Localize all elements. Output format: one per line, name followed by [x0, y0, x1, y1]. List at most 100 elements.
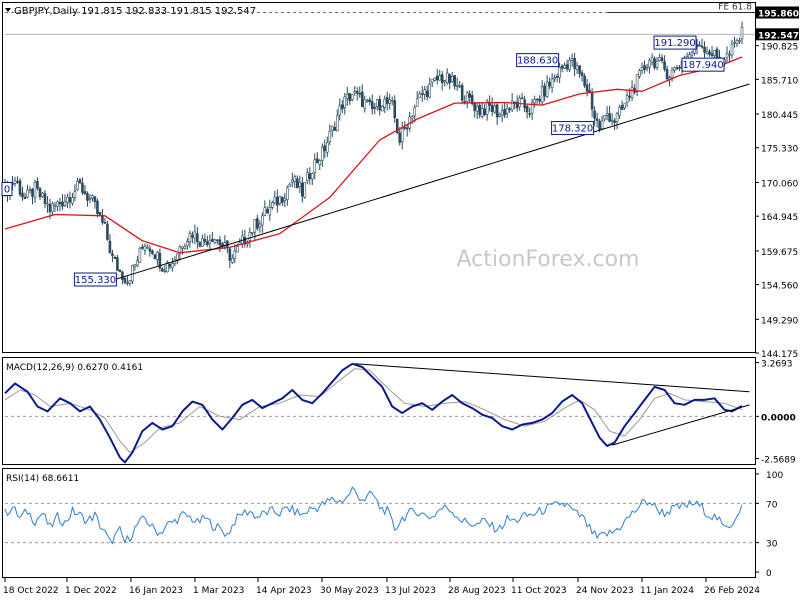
macd-trendline: [611, 404, 750, 446]
candle-body: [553, 77, 556, 80]
candle-body: [126, 282, 129, 284]
candle-body: [520, 97, 524, 100]
candle-body: [635, 74, 639, 93]
candle-body: [703, 46, 706, 53]
candle-body: [21, 192, 24, 198]
candle-body: [156, 252, 159, 260]
candle-body: [111, 253, 114, 257]
candle-body: [373, 107, 377, 109]
candle-body: [443, 80, 447, 83]
candle-body: [291, 179, 294, 183]
candle-body: [418, 93, 422, 98]
candle-body: [603, 115, 606, 120]
candle-body: [283, 198, 287, 201]
price-label-text: 178.320: [552, 124, 593, 135]
candle-body: [268, 207, 272, 216]
x-tick-label: 14 Apr 2023: [256, 586, 312, 596]
candle-body: [575, 65, 579, 70]
candle-body: [543, 85, 546, 97]
candle-body: [410, 116, 414, 119]
macd-y-tick-label: -2.5689: [761, 456, 796, 466]
rsi-y-tick-label: 30: [766, 540, 778, 550]
candle-body: [535, 98, 539, 101]
sma-line: [4, 56, 743, 254]
candle-body: [658, 57, 661, 61]
candle-body: [138, 247, 142, 263]
dropdown-triangle-icon[interactable]: [5, 8, 11, 12]
rsi-panel-frame: [2, 468, 756, 578]
price-y-tick-label: 154.560: [761, 282, 798, 292]
price-trendline: [114, 83, 750, 280]
candle-body: [580, 72, 584, 77]
candle-body: [618, 106, 621, 116]
candle-body: [330, 125, 334, 131]
candle-body: [653, 58, 656, 69]
candle-body: [300, 182, 304, 197]
candle-body: [256, 218, 259, 229]
candle-body: [493, 105, 496, 113]
rsi-panel: RSI(14) 68.6611 100 70 30 0: [4, 471, 783, 579]
candle-body: [96, 200, 99, 214]
candle-body: [498, 113, 501, 117]
candle-body: [281, 196, 284, 203]
candle-body: [198, 241, 202, 247]
candle-body: [128, 280, 132, 284]
price-y-tick-label: 159.675: [761, 248, 798, 258]
candle-body: [375, 99, 379, 107]
candle-body: [475, 106, 479, 112]
candle-body: [378, 99, 382, 111]
candle-body: [708, 51, 711, 55]
candle-body: [470, 95, 474, 104]
candle-body: [485, 100, 489, 115]
candle-body: [161, 268, 164, 272]
candle-body: [383, 98, 387, 108]
price-y-tick-label: 185.710: [761, 76, 798, 86]
candle-body: [675, 67, 679, 70]
x-tick-label: 1 Dec 2022: [65, 586, 117, 596]
candle-body: [153, 254, 157, 260]
candle-body: [73, 191, 77, 198]
candle-body: [91, 195, 94, 199]
candle-body: [728, 53, 731, 56]
candle-body: [320, 146, 324, 161]
candle-body: [16, 181, 19, 183]
candle-body: [630, 87, 634, 99]
candle-body: [583, 75, 586, 86]
candle-body: [236, 246, 239, 253]
candle-body: [28, 189, 32, 192]
candle-body: [495, 104, 499, 118]
macd-line: [4, 362, 743, 464]
candle-body: [435, 75, 439, 81]
candle-body: [188, 233, 192, 243]
candle-body: [296, 178, 299, 188]
price-panel: FE 61.8 155.330 188.630 178.320 191.290 187.9…: [1, 2, 799, 360]
candle-body: [103, 221, 107, 224]
x-tick-label: 11 Jan 2024: [640, 586, 694, 596]
candle-body: [678, 66, 681, 69]
candle-body: [590, 92, 594, 110]
candle-body: [433, 77, 437, 81]
candle-body: [263, 207, 267, 216]
candle-body: [166, 261, 169, 273]
candle-body: [358, 93, 362, 95]
candle-body: [266, 209, 269, 214]
candle-body: [33, 181, 37, 198]
candle-body: [710, 53, 714, 56]
candle-body: [353, 91, 357, 94]
candle-body: [705, 50, 709, 54]
candle-body: [176, 253, 179, 262]
candle-body: [335, 115, 339, 132]
candle-body: [730, 43, 734, 56]
price-y-tick-label: 180.445: [761, 111, 798, 121]
candle-body: [650, 57, 654, 63]
candle-body: [648, 59, 651, 68]
candle-body: [310, 173, 314, 180]
candle-body: [563, 65, 566, 69]
candle-body: [66, 196, 69, 203]
candle-body: [403, 127, 407, 129]
candle-body: [655, 60, 659, 68]
price-y-tick-label: 170.060: [761, 179, 798, 189]
candle-body: [343, 96, 347, 108]
candle-body: [303, 182, 307, 198]
candle-body: [43, 193, 47, 204]
